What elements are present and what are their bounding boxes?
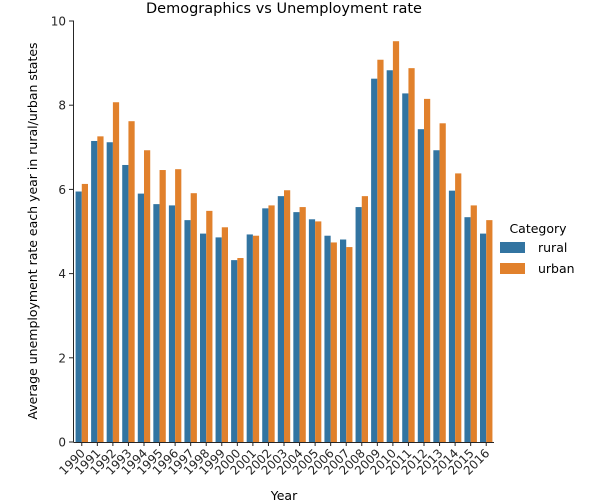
legend-label-rural: rural xyxy=(538,240,567,255)
bars-group xyxy=(75,41,493,443)
bar-urban-1996 xyxy=(175,169,182,442)
y-axis-label: Average unemployment rate each year in r… xyxy=(25,42,40,419)
bar-urban-2010 xyxy=(392,41,400,443)
legend-swatch-rural xyxy=(500,242,525,253)
bar-urban-1995 xyxy=(159,170,166,442)
bar-urban-2014 xyxy=(455,173,462,442)
y-tick-label: 10 xyxy=(51,15,66,29)
y-tick-label: 2 xyxy=(58,351,66,365)
bar-rural-2007 xyxy=(340,239,347,442)
y-tick-label: 4 xyxy=(58,267,66,281)
bar-rural-2003 xyxy=(277,196,284,442)
bar-rural-2005 xyxy=(308,219,316,442)
bar-urban-2012 xyxy=(424,98,431,442)
bar-rural-2013 xyxy=(433,150,440,442)
bar-rural-1994 xyxy=(137,193,144,442)
bar-rural-1999 xyxy=(215,237,222,442)
bar-urban-2016 xyxy=(486,220,493,442)
bar-rural-2011 xyxy=(402,93,409,442)
bar-rural-2000 xyxy=(231,260,238,442)
legend-title: Category xyxy=(509,221,567,236)
bar-rural-1993 xyxy=(122,164,129,443)
y-tick-label: 8 xyxy=(58,99,66,113)
bar-rural-1992 xyxy=(106,142,113,442)
bar-rural-2001 xyxy=(246,234,253,442)
bar-rural-1996 xyxy=(168,205,176,442)
bar-rural-2012 xyxy=(417,129,424,442)
bar-rural-2015 xyxy=(464,217,471,442)
bar-rural-2002 xyxy=(262,208,269,442)
y-tick-label: 6 xyxy=(58,183,66,197)
bar-urban-1999 xyxy=(221,227,228,442)
bar-rural-2016 xyxy=(480,233,487,442)
bar-urban-1992 xyxy=(112,102,120,442)
bar-urban-1998 xyxy=(206,210,213,442)
bar-rural-2006 xyxy=(324,235,331,442)
bar-rural-2004 xyxy=(293,212,300,442)
bar-urban-2000 xyxy=(237,258,244,442)
bar-rural-2010 xyxy=(386,70,393,442)
bar-urban-2006 xyxy=(330,242,337,442)
x-ticks-group: 1990199119921993199419951996199719981999… xyxy=(56,442,492,478)
bar-urban-2013 xyxy=(439,123,446,443)
bar-urban-1994 xyxy=(144,150,151,442)
bar-urban-2004 xyxy=(299,207,306,442)
legend-swatch-urban xyxy=(500,263,525,274)
bar-urban-2008 xyxy=(361,196,368,442)
bar-urban-1990 xyxy=(81,183,88,442)
bar-urban-2009 xyxy=(377,59,384,442)
bar-urban-1997 xyxy=(190,193,197,442)
bar-rural-1995 xyxy=(153,204,160,442)
bar-rural-1991 xyxy=(91,140,98,443)
bar-rural-1998 xyxy=(200,233,207,442)
bar-rural-2014 xyxy=(448,190,456,442)
bar-urban-2003 xyxy=(284,190,291,442)
bar-rural-2009 xyxy=(371,78,378,443)
legend-label-urban: urban xyxy=(538,261,575,276)
y-ticks-group: 0 2 4 6 8 10 xyxy=(51,15,74,450)
bar-urban-2015 xyxy=(470,205,477,442)
bar-urban-2011 xyxy=(408,68,415,443)
bar-rural-1990 xyxy=(75,191,82,442)
bar-rural-1997 xyxy=(184,220,191,442)
legend: Category rural urban xyxy=(500,221,575,276)
bar-urban-2005 xyxy=(315,221,322,442)
bar-urban-2007 xyxy=(346,247,353,442)
chart-title: Demographics vs Unemployment rate xyxy=(146,1,422,17)
bar-urban-1993 xyxy=(128,121,135,442)
bar-urban-2002 xyxy=(268,205,275,442)
bar-urban-1991 xyxy=(97,136,104,442)
y-tick-label: 0 xyxy=(58,436,66,450)
bar-urban-2001 xyxy=(252,235,260,442)
bar-rural-2008 xyxy=(355,207,362,442)
x-axis-label: Year xyxy=(270,488,298,500)
